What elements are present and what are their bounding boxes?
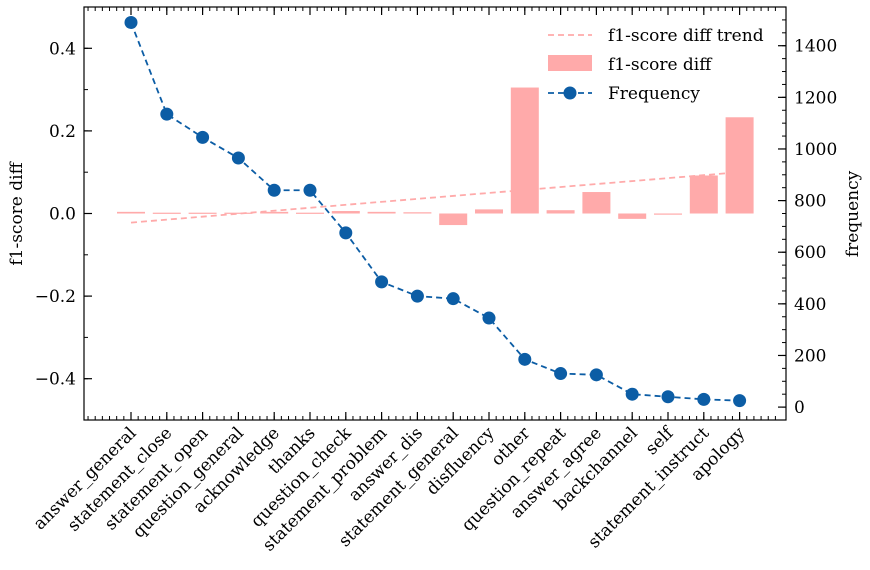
- right-tick-label: 1200: [794, 88, 837, 108]
- right-tick-label: 1000: [794, 140, 837, 160]
- bar-thanks: [296, 212, 324, 214]
- bar-statement_instruct: [689, 175, 718, 214]
- right-tick-label: 600: [794, 243, 826, 263]
- bar-question_repeat: [546, 210, 575, 214]
- bar-statement_close: [152, 212, 181, 214]
- frequency-point-question_check: [339, 226, 353, 240]
- right-axis-label: frequency: [843, 170, 863, 257]
- bar-question_check: [331, 211, 360, 214]
- frequency-point-disfluency: [482, 311, 496, 325]
- frequency-point-statement_close: [160, 107, 174, 121]
- frequency-point-apology: [733, 394, 747, 408]
- left-axis-ticks: −0.4 −0.2 0.0 0.2 0.4: [35, 6, 92, 421]
- left-tick-label: −0.4: [35, 370, 76, 390]
- frequency-point-statement_open: [196, 130, 210, 144]
- frequency-point-answer_dis: [410, 289, 424, 303]
- bar-self: [654, 213, 682, 215]
- legend-frequency-label: Frequency: [608, 84, 700, 104]
- frequency-point-self: [661, 390, 675, 404]
- legend-trend-label: f1-score diff trend: [608, 26, 764, 46]
- legend-bar-swatch: [548, 55, 592, 71]
- frequency-point-statement_instruct: [697, 392, 711, 406]
- frequency-point-question_repeat: [554, 367, 568, 381]
- right-tick-label: 200: [794, 346, 826, 366]
- frequency-line: [130, 22, 740, 402]
- legend: f1-score diff trend f1-score diff Frequenc…: [548, 26, 764, 104]
- bar-acknowledge: [260, 211, 289, 214]
- left-axis-label: f1-score diff: [7, 160, 27, 265]
- bar-apology: [725, 117, 754, 214]
- frequency-point-statement_problem: [375, 275, 389, 289]
- right-tick-label: 400: [794, 295, 826, 315]
- bar-answer_general: [117, 211, 145, 214]
- bar-other: [510, 87, 539, 214]
- right-tick-label: 800: [794, 192, 826, 212]
- bar-backchannel: [618, 213, 647, 219]
- trend-line: [130, 171, 740, 224]
- right-axis-ticks: 0 200 400 600 800 1000 1200 1400: [778, 19, 837, 418]
- frequency-point-question_general: [231, 151, 245, 165]
- left-tick-label: 0.4: [49, 39, 76, 59]
- bar-question_general: [224, 212, 253, 214]
- left-tick-label: −0.2: [35, 287, 76, 307]
- frequency-layer: [124, 15, 747, 408]
- bar-statement_general: [439, 213, 468, 226]
- left-tick-label: 0.2: [49, 122, 76, 142]
- frequency-point-answer_general: [124, 15, 138, 29]
- trend-layer: [130, 171, 740, 224]
- frequency-point-answer_agree: [589, 368, 603, 382]
- bar-answer_dis: [403, 212, 432, 214]
- frequency-point-backchannel: [625, 387, 639, 401]
- bars-layer: [117, 87, 754, 226]
- left-tick-label: 0.0: [49, 205, 76, 225]
- right-tick-label: 1400: [794, 37, 837, 57]
- frequency-point-statement_general: [446, 292, 460, 306]
- bar-answer_agree: [582, 192, 611, 214]
- frequency-point-thanks: [303, 183, 317, 197]
- frequency-point-acknowledge: [267, 183, 281, 197]
- bar-statement_open: [188, 212, 217, 214]
- legend-frequency-marker: [563, 86, 577, 100]
- right-tick-label: 0: [794, 398, 805, 418]
- legend-bar-label: f1-score diff: [608, 55, 713, 75]
- bar-statement_problem: [367, 211, 396, 214]
- bar-disfluency: [475, 209, 503, 214]
- frequency-point-other: [518, 352, 532, 366]
